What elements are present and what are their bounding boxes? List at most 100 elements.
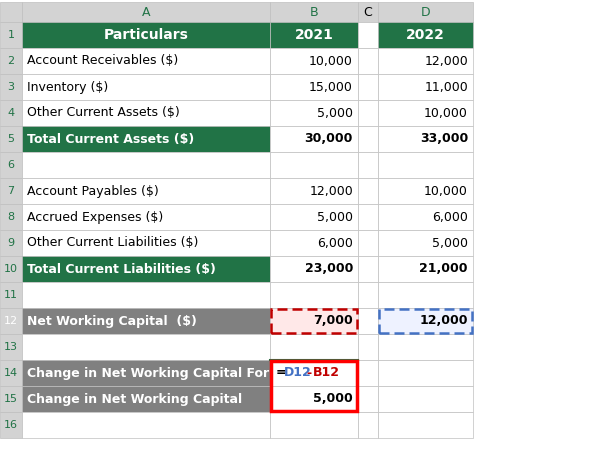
Bar xyxy=(378,256,473,282)
Bar xyxy=(22,230,270,256)
Text: 10: 10 xyxy=(4,264,18,274)
Bar xyxy=(22,256,270,282)
Bar xyxy=(270,22,358,48)
Bar xyxy=(22,74,270,100)
Text: 6: 6 xyxy=(7,160,15,170)
Bar xyxy=(378,386,473,412)
Bar xyxy=(358,22,378,48)
Text: 8: 8 xyxy=(7,212,15,222)
Bar xyxy=(270,256,358,282)
Text: 4: 4 xyxy=(7,108,15,118)
Bar xyxy=(358,178,378,204)
Bar xyxy=(270,152,358,178)
Text: 12,000: 12,000 xyxy=(419,315,468,327)
Bar xyxy=(0,22,22,48)
Text: 15,000: 15,000 xyxy=(309,80,353,93)
Bar xyxy=(270,334,358,360)
Bar xyxy=(378,230,473,256)
Bar xyxy=(378,282,473,308)
Bar xyxy=(22,412,270,438)
Text: Total Current Liabilities ($): Total Current Liabilities ($) xyxy=(27,262,216,276)
Bar xyxy=(270,178,358,204)
Bar xyxy=(270,48,358,74)
Text: Accrued Expenses ($): Accrued Expenses ($) xyxy=(27,210,163,224)
Bar xyxy=(0,100,22,126)
Text: 11: 11 xyxy=(4,290,18,300)
Bar xyxy=(0,178,22,204)
Text: A: A xyxy=(142,6,150,19)
Bar xyxy=(358,126,378,152)
Text: 6,000: 6,000 xyxy=(432,210,468,224)
Text: 12: 12 xyxy=(4,316,18,326)
Bar xyxy=(358,360,378,386)
Text: 5,000: 5,000 xyxy=(432,237,468,249)
Bar xyxy=(0,48,22,74)
Bar xyxy=(22,22,270,48)
Text: 2021: 2021 xyxy=(295,28,333,42)
Bar xyxy=(378,334,473,360)
Bar xyxy=(358,256,378,282)
Bar xyxy=(22,48,270,74)
Text: 10,000: 10,000 xyxy=(424,107,468,119)
Text: 9: 9 xyxy=(7,238,15,248)
Text: 21,000: 21,000 xyxy=(419,262,468,276)
Bar xyxy=(22,308,270,334)
Bar xyxy=(22,386,270,412)
Bar xyxy=(0,230,22,256)
Bar xyxy=(0,2,22,22)
Text: 23,000: 23,000 xyxy=(305,262,353,276)
Bar xyxy=(0,360,22,386)
Bar xyxy=(22,360,270,386)
Bar xyxy=(378,360,473,386)
Text: 5: 5 xyxy=(7,134,15,144)
Text: Other Current Liabilities ($): Other Current Liabilities ($) xyxy=(27,237,198,249)
Text: 6,000: 6,000 xyxy=(317,237,353,249)
Text: D12: D12 xyxy=(284,367,311,379)
Bar xyxy=(378,100,473,126)
Bar xyxy=(358,74,378,100)
Bar xyxy=(378,152,473,178)
Text: Total Current Assets ($): Total Current Assets ($) xyxy=(27,132,195,146)
Text: 12,000: 12,000 xyxy=(309,185,353,198)
Text: 14: 14 xyxy=(4,368,18,378)
Bar xyxy=(22,178,270,204)
Text: 33,000: 33,000 xyxy=(420,132,468,146)
Bar xyxy=(378,178,473,204)
Text: 11,000: 11,000 xyxy=(424,80,468,93)
Text: 10,000: 10,000 xyxy=(309,54,353,68)
Text: Net Working Capital  ($): Net Working Capital ($) xyxy=(27,315,197,327)
Bar xyxy=(358,2,378,22)
Text: B12: B12 xyxy=(313,367,340,379)
Text: C: C xyxy=(364,6,372,19)
Bar xyxy=(358,152,378,178)
Bar xyxy=(378,74,473,100)
Text: -: - xyxy=(306,367,311,379)
Bar xyxy=(358,308,378,334)
Bar xyxy=(378,2,473,22)
Bar xyxy=(270,126,358,152)
Text: 30,000: 30,000 xyxy=(305,132,353,146)
Text: 16: 16 xyxy=(4,420,18,430)
Bar xyxy=(271,361,357,411)
Bar xyxy=(0,386,22,412)
Text: Account Receivables ($): Account Receivables ($) xyxy=(27,54,178,68)
Bar xyxy=(270,100,358,126)
Bar xyxy=(0,308,22,334)
Bar xyxy=(270,386,358,412)
Bar xyxy=(378,22,473,48)
Bar xyxy=(270,282,358,308)
Bar xyxy=(22,126,270,152)
Text: =: = xyxy=(276,367,287,379)
Bar xyxy=(358,100,378,126)
Bar xyxy=(358,48,378,74)
Bar xyxy=(270,2,358,22)
Text: 12,000: 12,000 xyxy=(424,54,468,68)
Bar xyxy=(358,412,378,438)
Bar xyxy=(0,282,22,308)
Bar xyxy=(0,334,22,360)
Bar xyxy=(270,74,358,100)
Text: Other Current Assets ($): Other Current Assets ($) xyxy=(27,107,180,119)
Text: 7,000: 7,000 xyxy=(313,315,353,327)
Text: 5,000: 5,000 xyxy=(317,107,353,119)
Text: Account Payables ($): Account Payables ($) xyxy=(27,185,159,198)
